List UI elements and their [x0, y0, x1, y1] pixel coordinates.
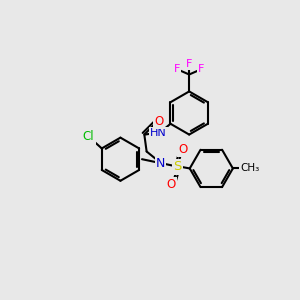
Text: HN: HN: [150, 128, 166, 138]
Text: CH₃: CH₃: [240, 164, 260, 173]
Text: F: F: [174, 64, 180, 74]
Text: S: S: [173, 160, 182, 173]
Text: O: O: [154, 115, 164, 128]
Text: N: N: [156, 157, 165, 169]
Text: O: O: [167, 178, 176, 191]
Text: Cl: Cl: [83, 130, 94, 143]
Text: O: O: [178, 143, 188, 156]
Text: F: F: [198, 64, 205, 74]
Text: F: F: [186, 59, 192, 69]
